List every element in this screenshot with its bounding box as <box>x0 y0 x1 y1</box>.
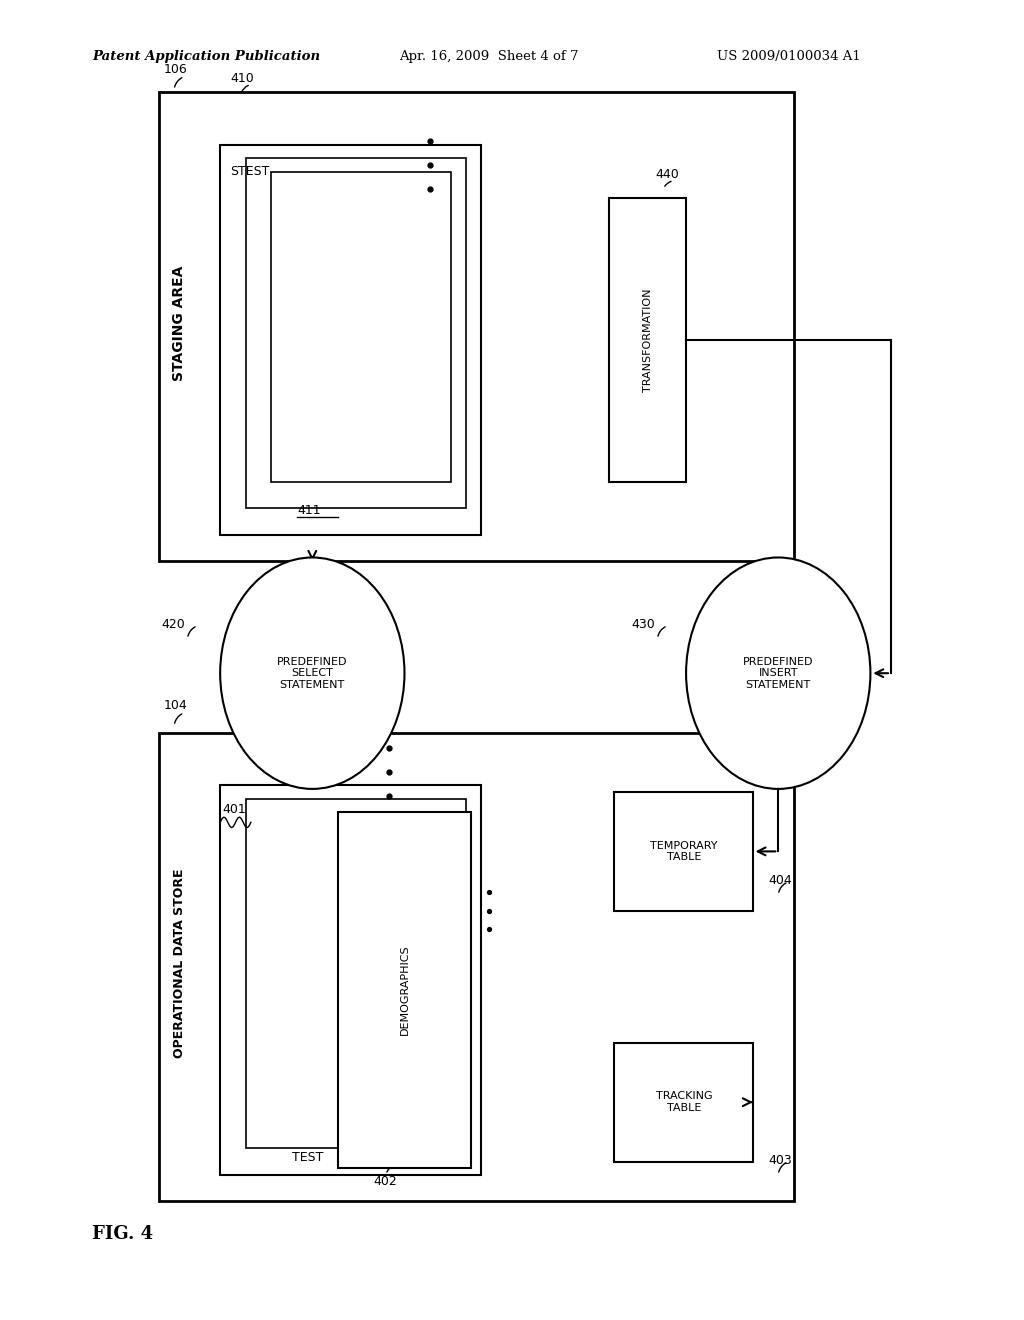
Text: 411: 411 <box>297 504 321 517</box>
Text: 430: 430 <box>632 618 655 631</box>
Bar <box>159 92 794 561</box>
Ellipse shape <box>686 557 870 789</box>
Text: 104: 104 <box>164 698 187 711</box>
Text: 403: 403 <box>768 1154 792 1167</box>
Ellipse shape <box>220 557 404 789</box>
Text: STAGING AREA: STAGING AREA <box>172 265 186 381</box>
Text: PREDEFINED
INSERT
STATEMENT: PREDEFINED INSERT STATEMENT <box>743 656 813 690</box>
Text: Patent Application Publication: Patent Application Publication <box>92 50 321 63</box>
Bar <box>246 799 466 1148</box>
Bar <box>159 733 794 1201</box>
Text: 401: 401 <box>222 803 246 816</box>
Text: 440: 440 <box>655 168 679 181</box>
Text: 420: 420 <box>162 618 185 631</box>
Bar <box>271 172 451 482</box>
Text: 400: 400 <box>309 750 333 763</box>
Text: TRANSFORMATION: TRANSFORMATION <box>643 289 653 392</box>
Bar <box>614 792 753 911</box>
Text: FIG. 4: FIG. 4 <box>92 1225 154 1243</box>
Text: TEST: TEST <box>292 1151 323 1164</box>
Text: STEST: STEST <box>230 165 269 178</box>
Text: US 2009/0100034 A1: US 2009/0100034 A1 <box>717 50 860 63</box>
Text: Apr. 16, 2009  Sheet 4 of 7: Apr. 16, 2009 Sheet 4 of 7 <box>399 50 579 63</box>
Text: 404: 404 <box>768 874 792 887</box>
Text: PREDEFINED
SELECT
STATEMENT: PREDEFINED SELECT STATEMENT <box>278 656 347 690</box>
Text: TEMPORARY
TABLE: TEMPORARY TABLE <box>650 841 718 862</box>
Bar <box>246 158 466 508</box>
Text: 410: 410 <box>230 71 254 84</box>
Text: 402: 402 <box>374 1175 397 1188</box>
Text: OPERATIONAL DATA STORE: OPERATIONAL DATA STORE <box>173 869 185 1059</box>
Text: DEMOGRAPHICS: DEMOGRAPHICS <box>399 945 410 1035</box>
Text: TRACKING
TABLE: TRACKING TABLE <box>655 1092 713 1113</box>
Bar <box>220 785 481 1175</box>
Text: 106: 106 <box>164 62 187 75</box>
Bar <box>220 145 481 535</box>
Bar <box>338 812 471 1168</box>
Bar <box>614 1043 753 1162</box>
Bar <box>609 198 686 482</box>
